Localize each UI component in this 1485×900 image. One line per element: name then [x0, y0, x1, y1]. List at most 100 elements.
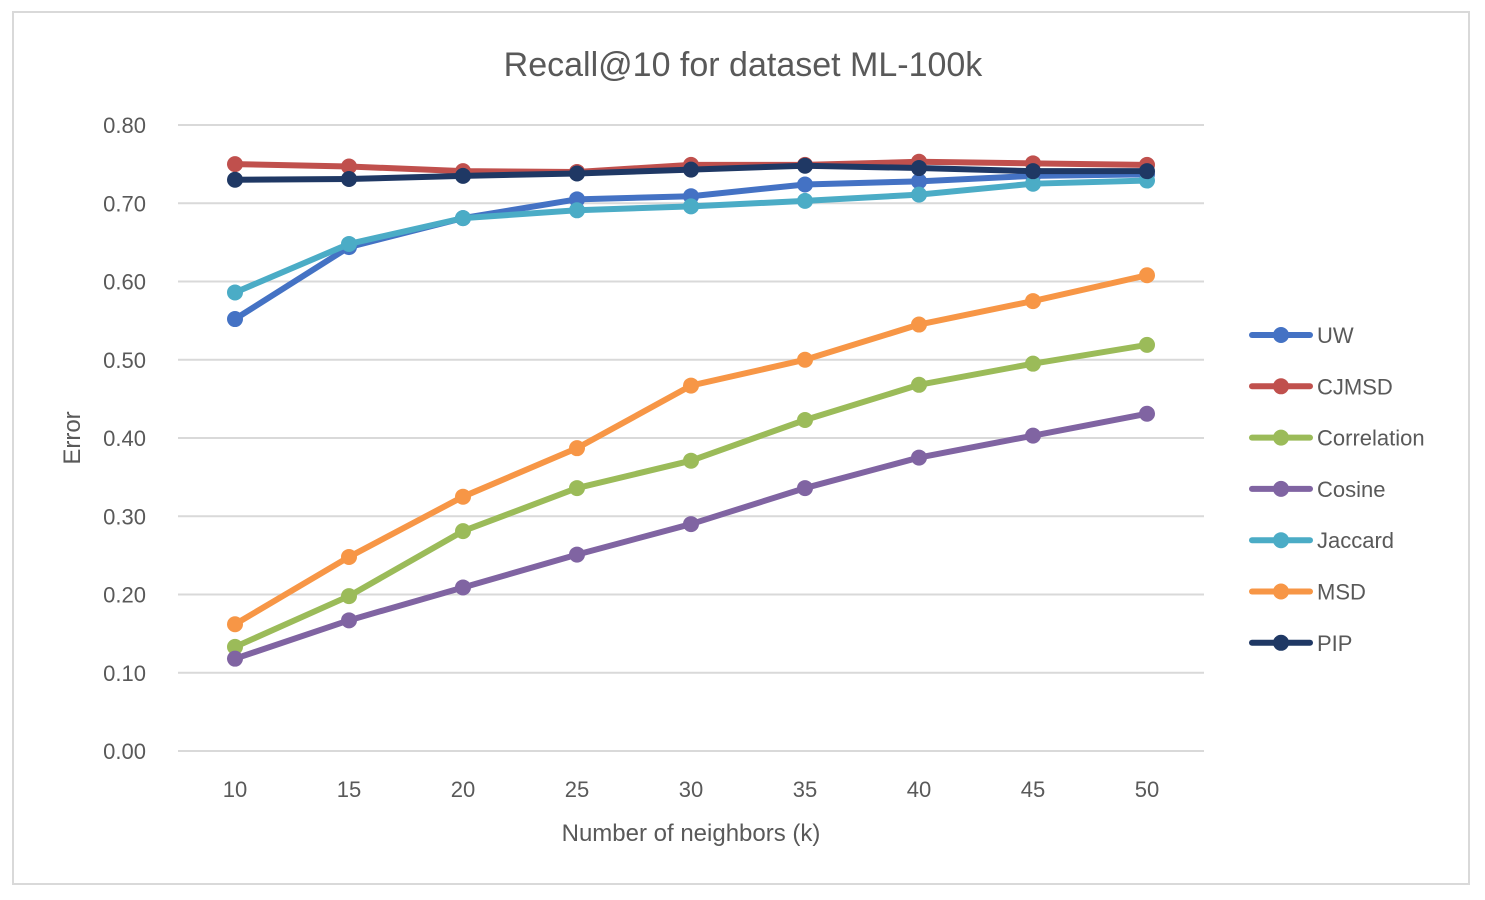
data-point: [341, 612, 357, 629]
y-tick-label: 0.20: [103, 583, 146, 608]
y-axis-label: Error: [59, 411, 86, 464]
data-point: [341, 588, 357, 605]
data-point: [227, 171, 243, 188]
data-point: [1025, 163, 1041, 180]
data-point: [341, 235, 357, 252]
legend-swatch-marker: [1273, 327, 1289, 343]
legend-label: Cosine: [1317, 477, 1385, 502]
data-point: [1025, 427, 1041, 444]
chart-frame: Recall@10 for dataset ML-100k 0.00 0.10 0.…: [12, 11, 1470, 885]
data-point: [227, 284, 243, 301]
data-point: [1025, 355, 1041, 372]
chart-title: Recall@10 for dataset ML-100k: [504, 46, 984, 84]
legend-label: UW: [1317, 323, 1354, 348]
data-point: [569, 165, 585, 182]
data-point: [569, 546, 585, 563]
data-point: [1025, 293, 1041, 310]
legend-swatch-marker: [1273, 583, 1289, 600]
legend-item-jaccard: Jaccard: [1249, 528, 1394, 553]
series-pip: [227, 157, 1155, 188]
data-point: [1139, 267, 1155, 284]
data-point: [911, 173, 927, 190]
data-point: [683, 198, 699, 215]
data-point: [227, 650, 243, 667]
legend: UW CJMSD Correlation Cosine Jaccard MSD PIP: [1249, 323, 1425, 656]
data-point: [227, 156, 243, 173]
y-tick-label: 0.10: [103, 661, 146, 686]
y-axis-ticks: 0.00 0.10 0.20 0.30 0.40 0.50 0.60 0.70 0.80: [103, 113, 146, 764]
legend-swatch-marker: [1273, 429, 1289, 446]
series-line: [232, 410, 1150, 662]
legend-item-pip: PIP: [1249, 631, 1352, 656]
y-tick-label: 0.70: [103, 191, 146, 216]
legend-swatch-marker: [1273, 480, 1289, 497]
legend-label: PIP: [1317, 631, 1352, 656]
legend-label: CJMSD: [1317, 374, 1393, 399]
data-point: [455, 210, 471, 227]
data-point: [797, 412, 813, 429]
series-correlation: [227, 336, 1155, 655]
x-axis-ticks: 10 15 20 25 30 35 40 45 50: [223, 777, 1159, 802]
data-point: [797, 176, 813, 193]
y-tick-label: 0.50: [103, 348, 146, 373]
data-point: [683, 452, 699, 469]
legend-label: Correlation: [1317, 426, 1425, 451]
x-tick-label: 25: [565, 777, 589, 802]
data-point: [341, 170, 357, 187]
x-tick-label: 15: [337, 777, 361, 802]
data-point: [341, 548, 357, 565]
data-point: [227, 638, 243, 655]
y-tick-label: 0.80: [103, 113, 146, 138]
data-point: [1139, 336, 1155, 353]
x-tick-label: 45: [1021, 777, 1045, 802]
data-point: [341, 158, 357, 175]
legend-swatch-marker: [1273, 378, 1289, 395]
series-jaccard: [227, 172, 1155, 301]
legend-label: Jaccard: [1317, 528, 1394, 553]
y-tick-label: 0.60: [103, 270, 146, 295]
legend-item-msd: MSD: [1249, 580, 1366, 605]
data-point: [911, 160, 927, 177]
legend-swatch-marker: [1273, 532, 1289, 549]
data-point: [911, 449, 927, 466]
data-point: [569, 480, 585, 497]
series-line: [232, 272, 1150, 628]
data-point: [683, 516, 699, 533]
series-msd: [227, 267, 1155, 633]
data-point: [569, 440, 585, 457]
x-tick-label: 35: [793, 777, 817, 802]
y-tick-label: 0.30: [103, 504, 146, 529]
data-point: [455, 167, 471, 184]
legend-item-correlation: Correlation: [1249, 426, 1425, 451]
series-lines: [227, 153, 1155, 667]
data-point: [683, 161, 699, 178]
y-tick-label: 0.40: [103, 426, 146, 451]
data-point: [797, 192, 813, 209]
y-tick-label: 0.00: [103, 739, 146, 764]
data-point: [455, 488, 471, 505]
data-point: [569, 191, 585, 208]
x-tick-label: 40: [907, 777, 931, 802]
line-chart: Recall@10 for dataset ML-100k 0.000.100.…: [59, 46, 1425, 847]
data-point: [1139, 405, 1155, 422]
legend-item-cosine: Cosine: [1249, 477, 1385, 502]
x-tick-label: 10: [223, 777, 247, 802]
data-point: [569, 202, 585, 219]
data-point: [797, 157, 813, 174]
legend-swatch-marker: [1273, 634, 1289, 651]
data-point: [1025, 175, 1041, 192]
data-point: [911, 316, 927, 333]
legend-item-cjmsd: CJMSD: [1249, 374, 1393, 399]
data-point: [797, 351, 813, 368]
data-point: [797, 480, 813, 497]
data-point: [683, 377, 699, 394]
x-axis-label: Number of neighbors (k): [562, 820, 821, 847]
data-point: [227, 616, 243, 633]
legend-item-uw: UW: [1249, 323, 1354, 348]
data-point: [1139, 163, 1155, 180]
data-point: [227, 311, 243, 328]
x-tick-label: 20: [451, 777, 475, 802]
data-point: [455, 523, 471, 540]
data-point: [911, 186, 927, 203]
series-cosine: [227, 405, 1155, 667]
